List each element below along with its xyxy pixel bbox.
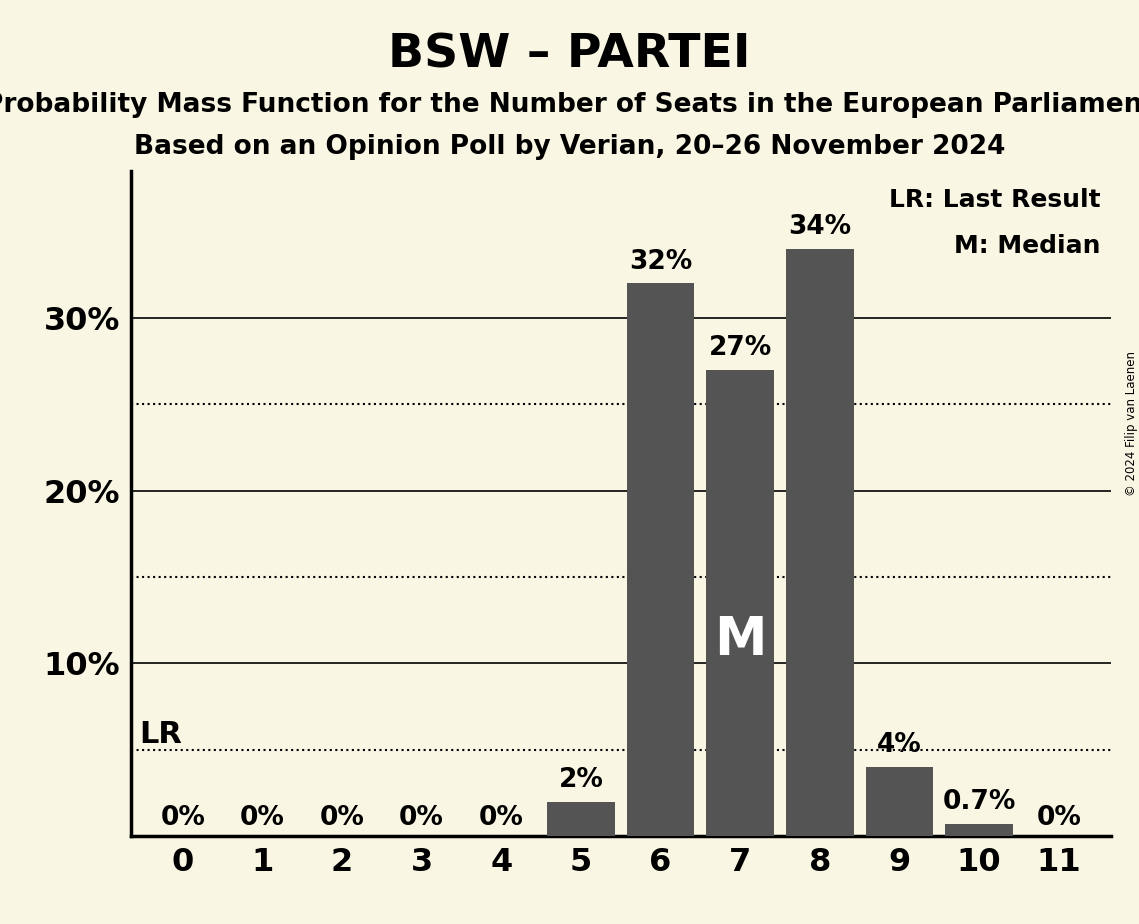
Text: LR: LR [139, 720, 182, 749]
Text: LR: Last Result: LR: Last Result [890, 188, 1100, 212]
Text: M: M [714, 614, 767, 666]
Text: 0%: 0% [478, 805, 524, 831]
Text: 34%: 34% [788, 214, 852, 240]
Text: Based on an Opinion Poll by Verian, 20–26 November 2024: Based on an Opinion Poll by Verian, 20–2… [133, 134, 1006, 160]
Text: 2%: 2% [558, 767, 604, 793]
Text: 0.7%: 0.7% [942, 789, 1016, 816]
Text: BSW – PARTEI: BSW – PARTEI [388, 32, 751, 78]
Text: 0%: 0% [161, 805, 205, 831]
Text: © 2024 Filip van Laenen: © 2024 Filip van Laenen [1124, 351, 1138, 496]
Bar [945, 824, 1013, 836]
Text: 0%: 0% [1036, 805, 1081, 831]
Bar [866, 767, 933, 836]
Text: 32%: 32% [629, 249, 693, 274]
Bar [626, 284, 695, 836]
Text: 0%: 0% [400, 805, 444, 831]
Text: 4%: 4% [877, 733, 921, 759]
Text: 27%: 27% [708, 335, 772, 361]
Bar [786, 249, 854, 836]
Text: 0%: 0% [240, 805, 285, 831]
Bar [547, 802, 615, 836]
Text: M: Median: M: Median [954, 234, 1100, 258]
Text: 0%: 0% [320, 805, 364, 831]
Text: Probability Mass Function for the Number of Seats in the European Parliament: Probability Mass Function for the Number… [0, 92, 1139, 118]
Bar [706, 370, 775, 836]
